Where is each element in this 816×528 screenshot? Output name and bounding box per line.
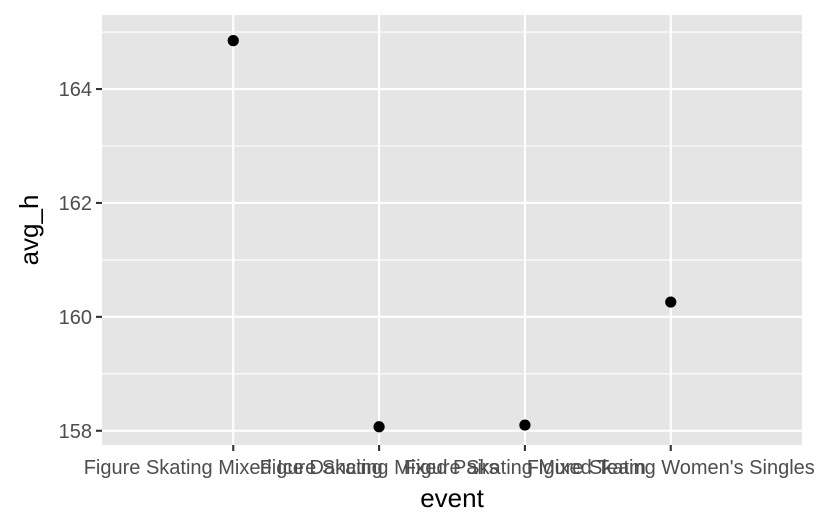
data-point — [665, 296, 677, 308]
y-tick-label: 162 — [59, 193, 92, 215]
y-tick-label: 158 — [59, 421, 92, 443]
x-tick-label: Figure Skating Women's Singles — [527, 457, 815, 479]
x-tick-label: Figure Skating Mixed Pairs — [260, 457, 499, 479]
major-gridlines — [102, 15, 802, 445]
y-tick-label: 160 — [59, 307, 92, 329]
data-points — [227, 35, 677, 433]
minor-gridlines — [102, 31, 802, 375]
x-tick-label: Figure Skating Mixed Team — [404, 457, 646, 479]
x-tick-label: Figure Skating Mixed Ice Dancing — [84, 457, 383, 479]
data-point — [227, 35, 239, 47]
y-tick-label: 164 — [59, 79, 92, 101]
plot-panel — [102, 15, 802, 445]
y-axis-title: avg_h — [14, 195, 44, 266]
y-axis-ticks: 158 160 162 164 — [59, 79, 102, 443]
x-axis-title: event — [420, 483, 484, 513]
data-point — [519, 419, 531, 431]
data-point — [373, 421, 385, 433]
